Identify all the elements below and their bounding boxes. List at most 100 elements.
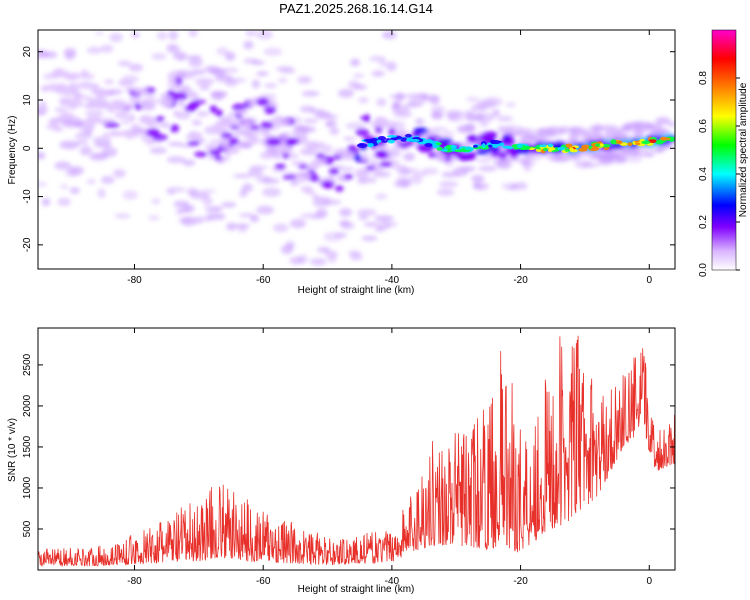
heatmap-blob [125, 134, 135, 140]
heatmap-blob [58, 96, 75, 106]
heatmap-blob [369, 160, 379, 166]
heatmap-speckle [367, 177, 377, 184]
heatmap-blob [335, 185, 344, 192]
heatmap-speckle [507, 157, 526, 163]
heatmap-speckle [255, 30, 273, 40]
heatmap-speckle [438, 180, 459, 188]
heatmap-core [472, 144, 478, 148]
heatmap-speckle [361, 235, 378, 241]
heatmap-speckle [497, 125, 508, 134]
heatmap-blob [457, 141, 471, 147]
heatmap-speckle [374, 215, 394, 222]
heatmap-speckle [188, 30, 198, 38]
y-tick-label: -20 [22, 237, 33, 252]
heatmap-core [424, 143, 433, 148]
heatmap-speckle [225, 67, 239, 74]
heatmap-speckle [238, 213, 255, 218]
heatmap-speckle [363, 222, 379, 227]
heatmap-speckle [221, 202, 237, 208]
heatmap-core [454, 149, 464, 153]
heatmap-blob [249, 125, 260, 130]
heatmap-blob [162, 121, 170, 129]
heatmap-blob [209, 105, 218, 114]
heatmap-blob [155, 116, 165, 122]
x-tick-label: -40 [385, 576, 400, 587]
heatmap-core [549, 147, 556, 151]
heatmap-blob [421, 146, 431, 152]
heatmap-speckle [352, 73, 365, 78]
heatmap-blob [103, 79, 115, 85]
heatmap-blob [221, 140, 230, 150]
heatmap-speckle [97, 188, 106, 199]
heatmap-speckle [626, 125, 639, 133]
heatmap-blob [610, 144, 624, 150]
heatmap-blob [308, 140, 318, 150]
heatmap-core [565, 143, 573, 148]
heatmap-speckle [339, 207, 352, 217]
heatmap-blob [133, 88, 149, 95]
spectrogram-ylabel: Frequency (Hz) [7, 116, 18, 185]
heatmap-blob [215, 109, 223, 118]
heatmap-core [435, 142, 442, 146]
heatmap-blob [229, 149, 239, 154]
x-tick-label: -60 [256, 576, 271, 587]
heatmap-core [524, 145, 531, 150]
heatmap-speckle [323, 232, 343, 242]
heatmap-speckle [83, 95, 94, 102]
heatmap-speckle [337, 88, 354, 98]
heatmap-speckle [655, 145, 665, 153]
heatmap-blob [462, 156, 470, 161]
heatmap-blob [208, 154, 216, 160]
heatmap-speckle [262, 177, 280, 184]
heatmap-speckle [390, 165, 408, 170]
heatmap-speckle [86, 179, 97, 184]
heatmap-speckle [587, 126, 603, 131]
heatmap-blob [241, 120, 252, 129]
heatmap-blob [134, 102, 141, 108]
heatmap-speckle [185, 55, 202, 60]
colorbar: 0.0 0.2 0.4 0.6 0.8 Normalized spectral ampl… [698, 29, 749, 277]
heatmap-speckle [256, 205, 274, 215]
heatmap-speckle [202, 196, 213, 207]
heatmap-blob [311, 194, 321, 200]
heatmap-speckle [345, 122, 366, 130]
heatmap-speckle [112, 168, 126, 178]
heatmap-core [543, 147, 548, 151]
heatmap-speckle [166, 156, 186, 164]
colorbar-ticks: 0.0 0.2 0.4 0.6 0.8 [698, 71, 740, 277]
heatmap-speckle [298, 125, 317, 133]
colorbar-gradient [712, 30, 736, 270]
heatmap-speckle [117, 60, 132, 67]
heatmap-blob [187, 90, 198, 99]
heatmap-speckle [259, 93, 277, 99]
heatmap-speckle [210, 91, 228, 97]
heatmap-core [662, 137, 671, 141]
heatmap-blob [74, 92, 83, 101]
heatmap-blob [171, 92, 188, 101]
colorbar-tick-label: 0.0 [698, 263, 709, 277]
heatmap-blob [204, 144, 217, 151]
heatmap-blob [278, 145, 294, 154]
heatmap-speckle [329, 127, 340, 135]
heatmap-speckle [441, 130, 455, 138]
heatmap-speckle [407, 97, 425, 108]
heatmap-speckle [79, 145, 93, 156]
spectrogram-panel: -80 -60 -40 -20 0 20 10 0 -10 -20 Height of strai… [7, 29, 676, 296]
heatmap-speckle [444, 161, 454, 167]
x-tick-label: -60 [256, 275, 271, 286]
heatmap-blob [85, 116, 102, 124]
heatmap-speckle [235, 223, 250, 229]
heatmap-speckle [476, 100, 487, 109]
heatmap-core [599, 143, 604, 147]
heatmap-blob [375, 120, 389, 128]
heatmap-speckle [303, 118, 319, 124]
heatmap-speckle [523, 161, 532, 172]
heatmap-blob [259, 151, 276, 160]
heatmap-core [381, 140, 388, 143]
heatmap-core [410, 138, 420, 143]
snr-panel: -80 -60 -40 -20 0 500 1000 1500 2000 2500 Height … [7, 327, 676, 595]
heatmap-blob [353, 153, 363, 162]
heatmap-blob [426, 135, 441, 140]
heatmap-speckle [479, 120, 490, 128]
heatmap-speckle [188, 57, 203, 68]
